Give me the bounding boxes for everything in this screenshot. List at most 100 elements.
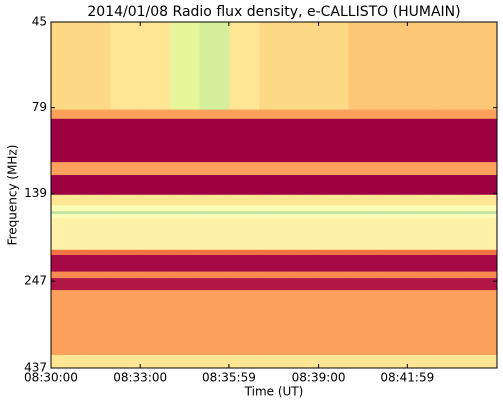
heatmap-cell: [378, 278, 409, 291]
heatmap-cell: [467, 205, 498, 212]
heatmap-cell: [437, 118, 468, 163]
heatmap-cell: [288, 354, 320, 369]
heatmap-cell: [348, 217, 379, 251]
heatmap-cell: [259, 118, 290, 163]
heatmap-cell: [348, 205, 379, 212]
heatmap-cell: [288, 217, 320, 251]
x-tick-label: 08:39:00: [292, 371, 346, 385]
heatmap-cell: [437, 22, 468, 110]
heatmap-cell: [199, 194, 230, 206]
heatmap-cell: [288, 214, 320, 219]
heatmap-cell: [407, 205, 439, 212]
heatmap-cell: [140, 249, 171, 256]
heatmap-cell: [288, 290, 320, 356]
heatmap-cell: [467, 217, 498, 251]
heatmap-cell: [199, 162, 230, 176]
heatmap-cell: [110, 354, 141, 369]
x-tick-label: 08:30:00: [24, 371, 78, 385]
heatmap-cell: [140, 194, 171, 206]
heatmap-cell: [51, 255, 82, 272]
heatmap-cell: [407, 249, 439, 256]
heatmap-cell: [110, 214, 141, 219]
heatmap-cell: [140, 109, 171, 120]
heatmap-cell: [467, 22, 498, 110]
heatmap-cell: [51, 354, 82, 369]
heatmap-cell: [229, 118, 260, 163]
heatmap-cell: [407, 175, 439, 196]
heatmap-cell: [169, 278, 201, 291]
heatmap-cell: [348, 118, 379, 163]
heatmap-cell: [140, 22, 171, 110]
heatmap-cell: [199, 354, 230, 369]
heatmap-cell: [199, 118, 230, 163]
heatmap-cell: [378, 162, 409, 176]
y-tick-label: 247: [24, 274, 47, 288]
heatmap-cell: [169, 217, 201, 251]
heatmap-cell: [51, 22, 82, 110]
heatmap-cell: [318, 118, 349, 163]
heatmap-cell: [259, 278, 290, 291]
heatmap-cell: [51, 249, 82, 256]
heatmap-cell: [199, 249, 230, 256]
heatmap-cell: [51, 271, 82, 279]
heatmap-cell: [318, 205, 349, 212]
x-tick-label: 08:33:00: [113, 371, 167, 385]
heatmap-cell: [318, 271, 349, 279]
heatmap-cell: [80, 118, 111, 163]
heatmap-cell: [80, 22, 111, 110]
heatmap-cell: [437, 214, 468, 219]
heatmap-cell: [318, 290, 349, 356]
heatmap-cell: [288, 249, 320, 256]
heatmap-cell: [259, 249, 290, 256]
heatmap-cell: [199, 22, 230, 110]
heatmap-cell: [407, 290, 439, 356]
heatmap-cell: [259, 354, 290, 369]
heatmap-cell: [467, 118, 498, 163]
heatmap-cell: [348, 255, 379, 272]
heatmap-cell: [80, 205, 111, 212]
heatmap-cell: [259, 214, 290, 219]
heatmap-cell: [348, 214, 379, 219]
heatmap-cell: [437, 354, 468, 369]
heatmap-cell: [140, 278, 171, 291]
heatmap-cell: [51, 290, 82, 356]
heatmap-cell: [229, 22, 260, 110]
heatmap-cell: [199, 271, 230, 279]
heatmap-cell: [110, 162, 141, 176]
heatmap-cell: [407, 22, 439, 110]
heatmap-cell: [51, 118, 82, 163]
heatmap-cell: [407, 211, 439, 215]
heatmap-cell: [467, 290, 498, 356]
heatmap-cell: [80, 214, 111, 219]
heatmap-cell: [51, 217, 82, 251]
heatmap-cell: [407, 109, 439, 120]
heatmap-cell: [140, 255, 171, 272]
x-tick-label: 08:41:59: [380, 371, 434, 385]
heatmap-cell: [437, 162, 468, 176]
heatmap-cell: [229, 205, 260, 212]
heatmap-cell: [467, 255, 498, 272]
heatmap-cell: [288, 205, 320, 212]
heatmap-cell: [229, 271, 260, 279]
y-tick-label: 139: [24, 186, 47, 200]
heatmap-cell: [140, 211, 171, 215]
heatmap-cell: [378, 175, 409, 196]
heatmap-cell: [169, 211, 201, 215]
heatmap-cell: [437, 109, 468, 120]
heatmap-cell: [229, 175, 260, 196]
heatmap-cell: [437, 290, 468, 356]
heatmap-cell: [51, 278, 82, 291]
heatmap-cell: [348, 271, 379, 279]
heatmap-cell: [348, 22, 379, 110]
heatmap-cell: [378, 290, 409, 356]
heatmap-cell: [229, 290, 260, 356]
heatmap-cell: [110, 175, 141, 196]
heatmap-cell: [288, 211, 320, 215]
heatmap-cell: [169, 214, 201, 219]
heatmap-cell: [348, 109, 379, 120]
heatmap-cell: [318, 22, 349, 110]
heatmap-cell: [378, 214, 409, 219]
heatmap-cell: [169, 162, 201, 176]
heatmap-cell: [259, 22, 290, 110]
heatmap-cell: [318, 255, 349, 272]
